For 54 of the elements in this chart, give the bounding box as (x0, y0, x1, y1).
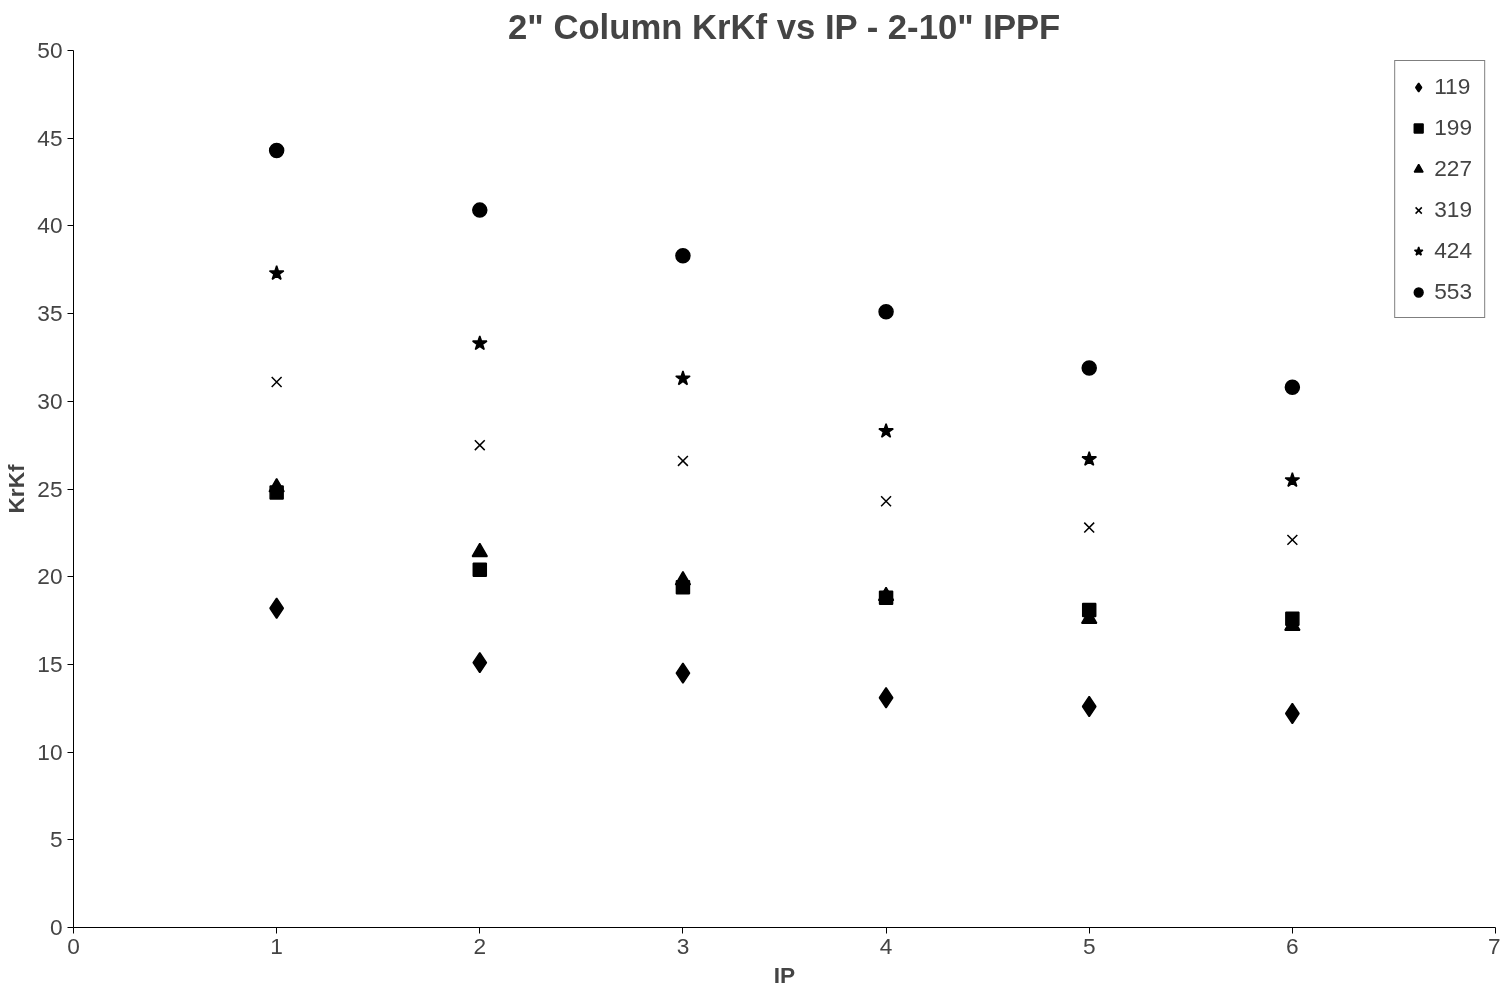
y-tick-label: 45 (37, 124, 63, 151)
y-tick-label: 0 (49, 914, 63, 940)
legend-label: 227 (1434, 155, 1472, 182)
point (268, 265, 285, 281)
legend-label: 119 (1434, 73, 1471, 100)
legend-label: 553 (1434, 278, 1472, 305)
x-tick-label: 4 (879, 932, 893, 959)
point (878, 422, 894, 438)
x-tick-label: 6 (1286, 932, 1299, 959)
point (1285, 611, 1300, 627)
point (675, 579, 691, 595)
point (472, 202, 488, 218)
point (1081, 602, 1097, 618)
point (270, 376, 283, 388)
chart-title: 2" Column KrKf vs IP - 2-10" IPPF (508, 7, 1061, 46)
y-tick-label: 5 (49, 826, 63, 853)
point (268, 142, 285, 159)
point (269, 485, 284, 500)
y-tick-label: 40 (37, 212, 63, 239)
point (1284, 379, 1301, 395)
point (1081, 450, 1098, 466)
point (675, 662, 691, 684)
point (1083, 521, 1095, 534)
x-axis-title: IP (773, 961, 796, 988)
x-tick-label: 3 (676, 932, 690, 959)
point (471, 542, 489, 558)
y-tick-label: 30 (37, 387, 63, 414)
legend-label: 199 (1434, 114, 1472, 141)
point (1284, 471, 1301, 488)
point (1081, 360, 1097, 376)
point (472, 562, 488, 577)
point (878, 304, 894, 320)
point (677, 455, 689, 467)
x-tick-label: 2 (473, 932, 487, 959)
legend-label: 319 (1434, 196, 1472, 223)
point (474, 439, 486, 451)
x-tick-label: 0 (67, 932, 80, 959)
y-tick-label: 15 (37, 650, 63, 677)
x-tick-label: 1 (270, 932, 283, 959)
y-tick-label: 35 (37, 300, 63, 327)
point (675, 370, 691, 386)
legend-label: 424 (1434, 237, 1472, 264)
y-tick-label: 20 (37, 563, 63, 590)
y-tick-label: 25 (37, 475, 63, 502)
point (471, 335, 488, 351)
x-tick-label: 5 (1082, 932, 1096, 959)
point (878, 590, 894, 605)
y-axis-title: KrKf (3, 464, 30, 514)
point (675, 247, 691, 264)
point (1286, 534, 1299, 546)
x-tick-label: 7 (1487, 932, 1501, 959)
point (880, 495, 892, 507)
y-tick-label: 50 (37, 37, 63, 63)
y-tick-label: 10 (37, 738, 63, 765)
